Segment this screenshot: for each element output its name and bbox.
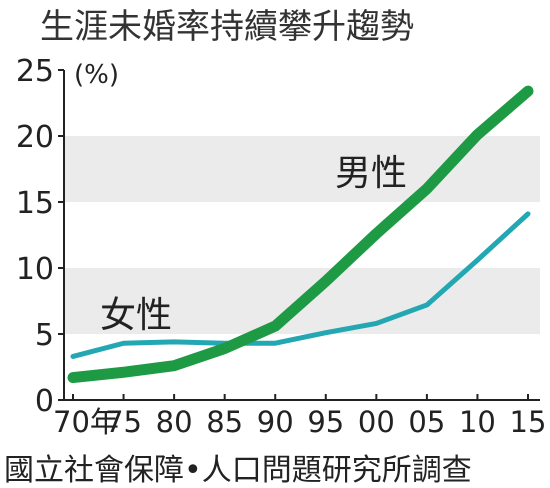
x-tick-label: 95 bbox=[307, 405, 344, 439]
y-unit-label: (%) bbox=[74, 60, 119, 90]
x-tick-label: 90 bbox=[257, 405, 294, 439]
x-tick-label: 05 bbox=[408, 405, 445, 439]
x-tick-label: 15 bbox=[510, 405, 547, 439]
x-tick-label: 10 bbox=[459, 405, 496, 439]
y-tick-label: 20 bbox=[16, 120, 54, 155]
y-tick-label: 10 bbox=[16, 252, 54, 287]
y-tick-label: 25 bbox=[16, 54, 54, 89]
x-tick-label: 70年 bbox=[53, 405, 119, 439]
series-line-female bbox=[70, 211, 531, 359]
source-note: 國立社會保障•人口問題研究所調查 bbox=[4, 453, 472, 488]
x-tick-label: 00 bbox=[358, 405, 395, 439]
series-lines bbox=[67, 85, 534, 384]
chart-title: 生涯未婚率持續攀升趨勢 bbox=[40, 7, 414, 47]
y-tick-label: 5 bbox=[35, 318, 54, 353]
series-label-female: 女性 bbox=[100, 295, 172, 336]
y-axis: 0 5 10 15 20 25 bbox=[16, 54, 64, 419]
x-tick-label: 85 bbox=[206, 405, 243, 439]
x-tick-label: 80 bbox=[156, 405, 193, 439]
x-tick-label: 75 bbox=[105, 405, 142, 439]
series-line-male bbox=[67, 85, 534, 384]
y-tick-label: 15 bbox=[16, 186, 54, 221]
series-label-male: 男性 bbox=[335, 153, 407, 194]
y-tick-label: 0 bbox=[35, 384, 54, 419]
